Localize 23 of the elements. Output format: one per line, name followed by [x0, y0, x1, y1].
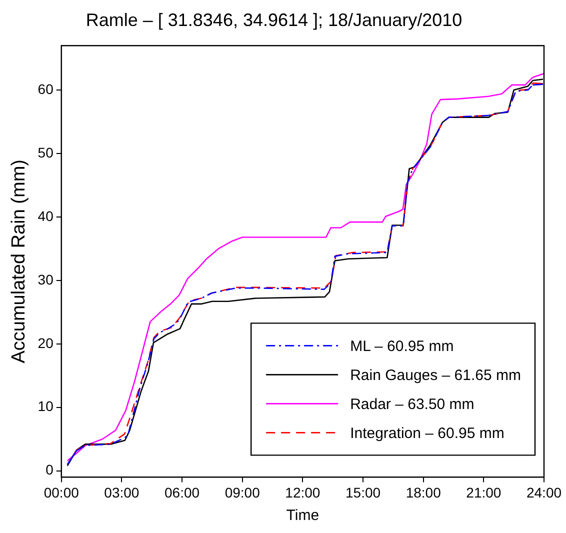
y-tick-label: 50: [38, 144, 54, 160]
x-tick-label: 09:00: [224, 484, 260, 500]
legend-label: Integration – 60.95 mm: [350, 424, 504, 442]
y-tick-label: 10: [38, 398, 54, 414]
y-tick-label: 0: [46, 462, 54, 478]
legend-label: Rain Gauges – 61.65 mm: [350, 366, 522, 384]
y-axis-title: Accumulated Rain (mm): [8, 160, 30, 364]
x-tick-label: 18:00: [406, 484, 442, 500]
x-tick-label: 03:00: [104, 484, 140, 500]
y-tick-label: 60: [38, 80, 54, 97]
y-tick-label: 20: [38, 334, 54, 351]
legend-label: Radar – 63.50 mm: [350, 396, 474, 413]
chart-title: Ramle – [ 31.8346, 34.9614 ]; 18/January/2010: [86, 10, 462, 30]
y-tick-label: 40: [38, 208, 54, 224]
x-tick-label: 12:00: [285, 484, 320, 500]
x-tick-label: 21:00: [466, 484, 502, 500]
x-tick-label: 00:00: [44, 484, 80, 500]
x-tick-label: 24:00: [526, 484, 562, 500]
x-axis-title: Time: [286, 507, 320, 524]
legend-label: ML – 60.95 mm: [350, 338, 454, 355]
y-tick-label: 30: [38, 271, 54, 288]
x-tick-label: 06:00: [164, 484, 200, 500]
x-tick-label: 15:00: [345, 484, 381, 500]
